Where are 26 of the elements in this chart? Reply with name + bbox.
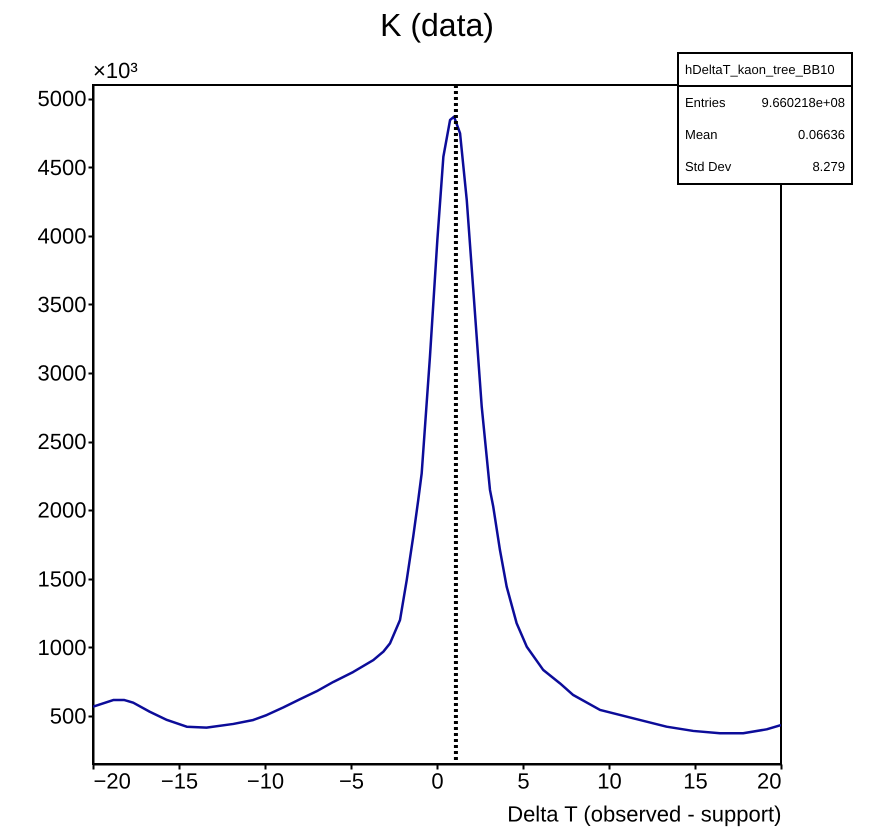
- x-tick-label: −5: [338, 768, 364, 794]
- x-tick-label: 5: [517, 768, 530, 794]
- y-tick-label: 4500: [38, 154, 86, 180]
- y-tick-label: 4000: [38, 223, 86, 248]
- y-tick-label: 1500: [38, 566, 86, 592]
- x-tick-label: 20: [757, 768, 782, 794]
- text: hDeltaT_kaon_tree_BB10: [679, 54, 851, 87]
- y-tick-label: 3000: [38, 360, 86, 386]
- y-tick-label: 1000: [38, 634, 86, 660]
- chart-title: K (data): [380, 7, 494, 43]
- text: ×10³: [93, 58, 138, 84]
- x-tick-label: −10: [246, 768, 284, 794]
- y-tick-label: 2500: [38, 429, 86, 454]
- y-tick-label: 500: [50, 703, 86, 728]
- x-tick-label: −15: [160, 768, 198, 794]
- text: Entries 9.660218e+08: [685, 95, 845, 110]
- x-tick-label: −20: [94, 768, 131, 794]
- x-tick-label: 10: [597, 768, 622, 794]
- y-tick-label: 3500: [38, 292, 86, 317]
- x-tick-label: 0: [431, 768, 444, 794]
- text: Std Dev 8.279: [685, 159, 845, 174]
- text: Mean 0.06636: [685, 127, 845, 142]
- y-tick-label: 2000: [38, 498, 86, 523]
- x-tick-label: 15: [683, 768, 708, 794]
- x-axis-title: Delta T (observed - support): [507, 802, 782, 826]
- y-tick-label: 5000: [38, 86, 86, 112]
